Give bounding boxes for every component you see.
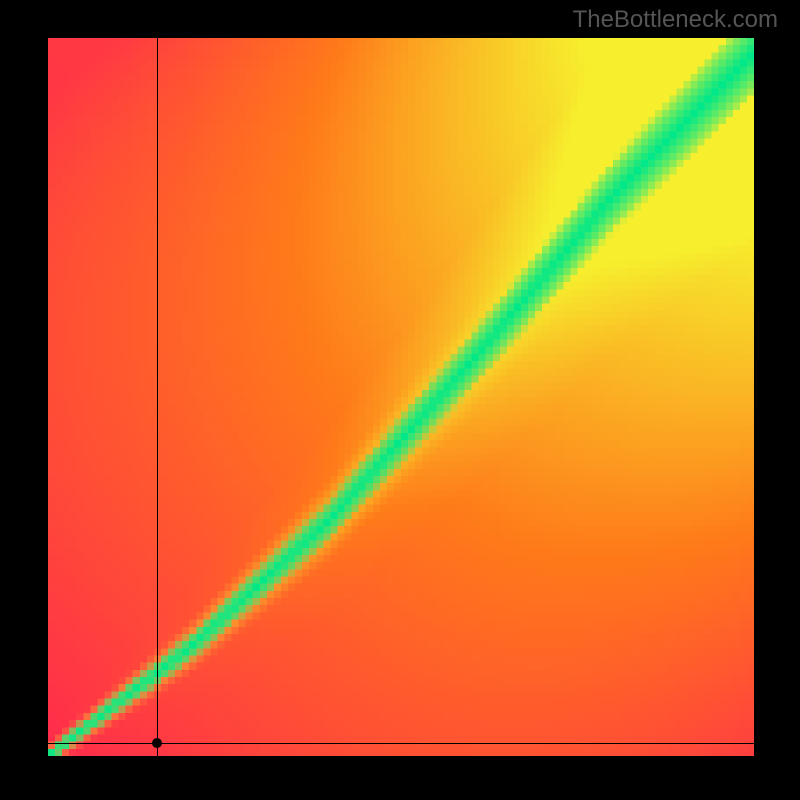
crosshair-vertical [157, 38, 158, 756]
heatmap-canvas [48, 38, 754, 756]
watermark-label: TheBottleneck.com [573, 6, 778, 34]
bottleneck-heatmap [48, 38, 754, 756]
crosshair-marker [152, 738, 162, 748]
